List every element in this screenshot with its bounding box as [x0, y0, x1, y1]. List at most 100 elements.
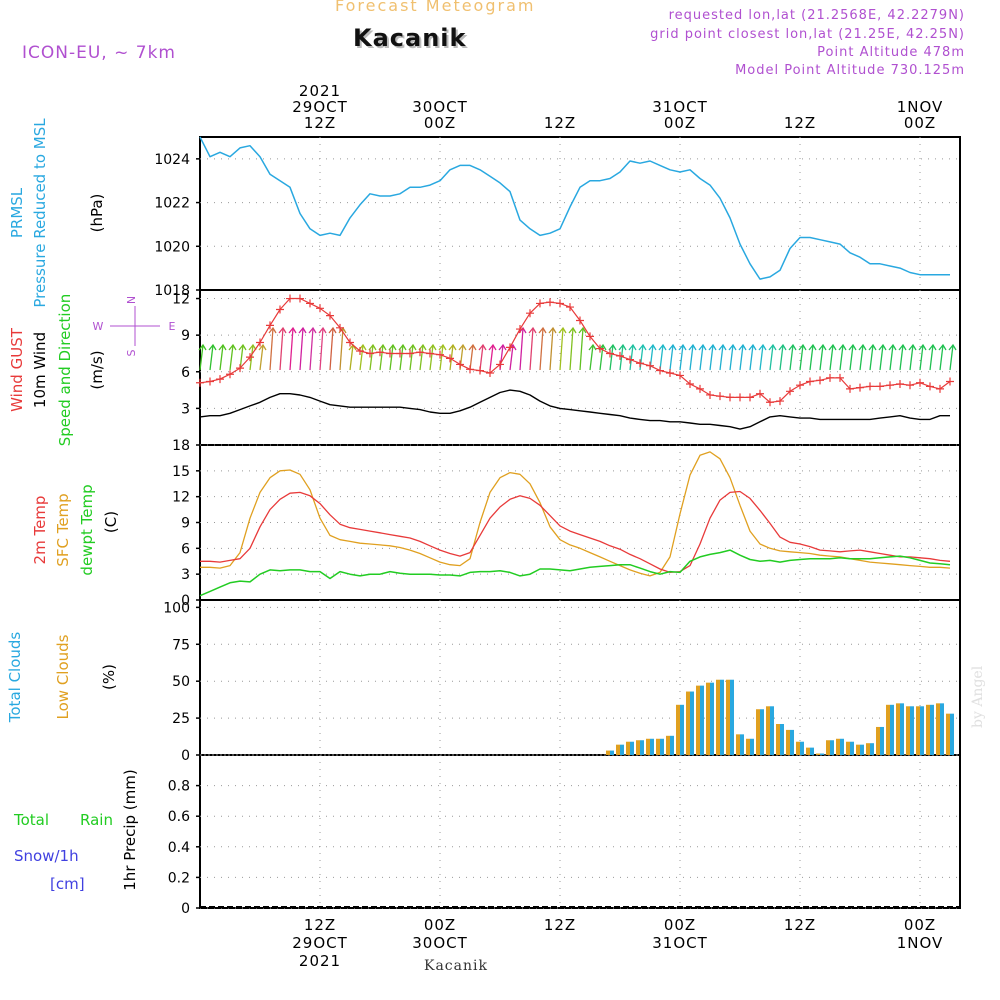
gust-marker [326, 311, 334, 320]
wind-arrow-head [668, 343, 677, 351]
wind-arrow-head [918, 343, 927, 351]
wind-arrow [359, 344, 364, 371]
low-cloud-bar [866, 743, 870, 755]
gust-marker [886, 381, 894, 390]
time-tick-label: 12Z [784, 114, 816, 132]
low-cloud-bar [736, 734, 740, 755]
wind-arrow [779, 344, 784, 371]
wind-arrow-head [898, 343, 907, 351]
total-cloud-bar [720, 679, 724, 755]
series-wind [199, 389, 950, 430]
total-cloud-bar [800, 741, 804, 755]
gust-marker [516, 325, 524, 334]
y-tick-label: 0.6 [168, 809, 190, 825]
total-cloud-bar [690, 691, 694, 755]
time-tick-label: 31OCT [652, 98, 708, 116]
low-cloud-bar [656, 738, 660, 755]
gust-marker [926, 382, 934, 391]
total-cloud-bar [930, 704, 934, 755]
wind-arrow-head [738, 343, 747, 351]
wind-arrow-head [528, 326, 537, 334]
total-cloud-bar [670, 735, 674, 755]
wind-arrow [739, 344, 744, 371]
gust-marker [806, 377, 814, 386]
low-cloud-bar [636, 740, 640, 755]
low-cloud-bar [626, 741, 630, 755]
wind-arrow [259, 344, 264, 371]
gust-marker [376, 348, 384, 357]
wind-arrow-head [368, 343, 377, 351]
total-cloud-bar [940, 703, 944, 755]
wind-arrow-head [198, 343, 207, 351]
low-cloud-bar [856, 744, 860, 755]
time-tick-label: 1NOV [897, 98, 944, 116]
snow-unit-label: [cm] [50, 875, 85, 893]
wind-arrow [609, 344, 614, 371]
gust-marker [816, 376, 824, 385]
gust-marker [456, 360, 464, 369]
gust-marker [546, 298, 554, 307]
wind-arrow-head [648, 343, 657, 351]
gust-marker [676, 371, 684, 380]
gust-marker [906, 381, 914, 390]
wind-arrow [699, 344, 704, 371]
gust-marker [776, 397, 784, 406]
low-cloud-bar [876, 726, 880, 755]
wind-arrow [269, 327, 274, 371]
gust-marker [876, 382, 884, 391]
low-cloud-bar [726, 679, 730, 755]
wind-arrow-head [228, 343, 237, 351]
model-altitude: Model Point Altitude 730.125m [735, 63, 965, 78]
prmsl-label: PRMSL [8, 187, 26, 238]
low-cloud-bar [926, 704, 930, 755]
wind-arrow-head [838, 343, 847, 351]
low-cloud-bar [916, 706, 920, 755]
sfc-temp-label: SFC Temp [54, 493, 72, 566]
wind-arrow [909, 344, 914, 371]
total-cloud-bar [760, 709, 764, 755]
y-tick-label: 1024 [154, 152, 190, 168]
gust-marker [426, 349, 434, 358]
wind-arrow [889, 344, 894, 371]
low-cloud-bar [776, 724, 780, 755]
wind-arrow [529, 327, 534, 371]
gust-marker [196, 378, 204, 387]
low-cloud-bar [846, 741, 850, 755]
wind-arrow-head [578, 326, 587, 334]
low-cloud-bar [896, 703, 900, 755]
wind-arrow [209, 344, 214, 371]
wind-arrow-head [318, 326, 327, 334]
requested-coords: requested lon,lat (21.2568E, 42.2279N) [668, 8, 965, 23]
precip-unit-label: 1hr Precip (mm) [121, 769, 139, 890]
time-tick-label: 00Z [664, 916, 696, 934]
gust-marker [226, 370, 234, 379]
gust-marker [276, 305, 284, 314]
gust-marker [826, 373, 834, 382]
wind-arrow-head [618, 343, 627, 351]
y-tick-label: 1022 [154, 196, 190, 212]
wind-arrow-head [388, 343, 397, 351]
y-tick-label: 50 [172, 674, 190, 690]
total-cloud-bar [810, 747, 814, 755]
time-tick-label: 12Z [544, 114, 576, 132]
wind-arrow [399, 344, 404, 371]
gust-marker [766, 398, 774, 407]
gust-marker [386, 349, 394, 358]
wind-arrow-head [218, 343, 227, 351]
gust-marker [346, 338, 354, 347]
compass-n: N [125, 296, 138, 304]
total-cloud-bar [730, 679, 734, 755]
gust-marker [566, 303, 574, 312]
time-tick-label: 30OCT [412, 98, 468, 116]
y-tick-label: 0.8 [168, 779, 190, 795]
total-cloud-bar [830, 740, 834, 755]
wind-arrow [689, 344, 694, 371]
wind-arrow-head [538, 326, 547, 334]
wind-arrow [749, 344, 754, 371]
wind-arrow [309, 327, 314, 371]
wind-arrow [719, 344, 724, 371]
wind-arrow-head [868, 343, 877, 351]
gust-marker [536, 299, 544, 308]
low-cloud-bar [946, 713, 950, 755]
y-tick-label: 15 [172, 464, 190, 480]
